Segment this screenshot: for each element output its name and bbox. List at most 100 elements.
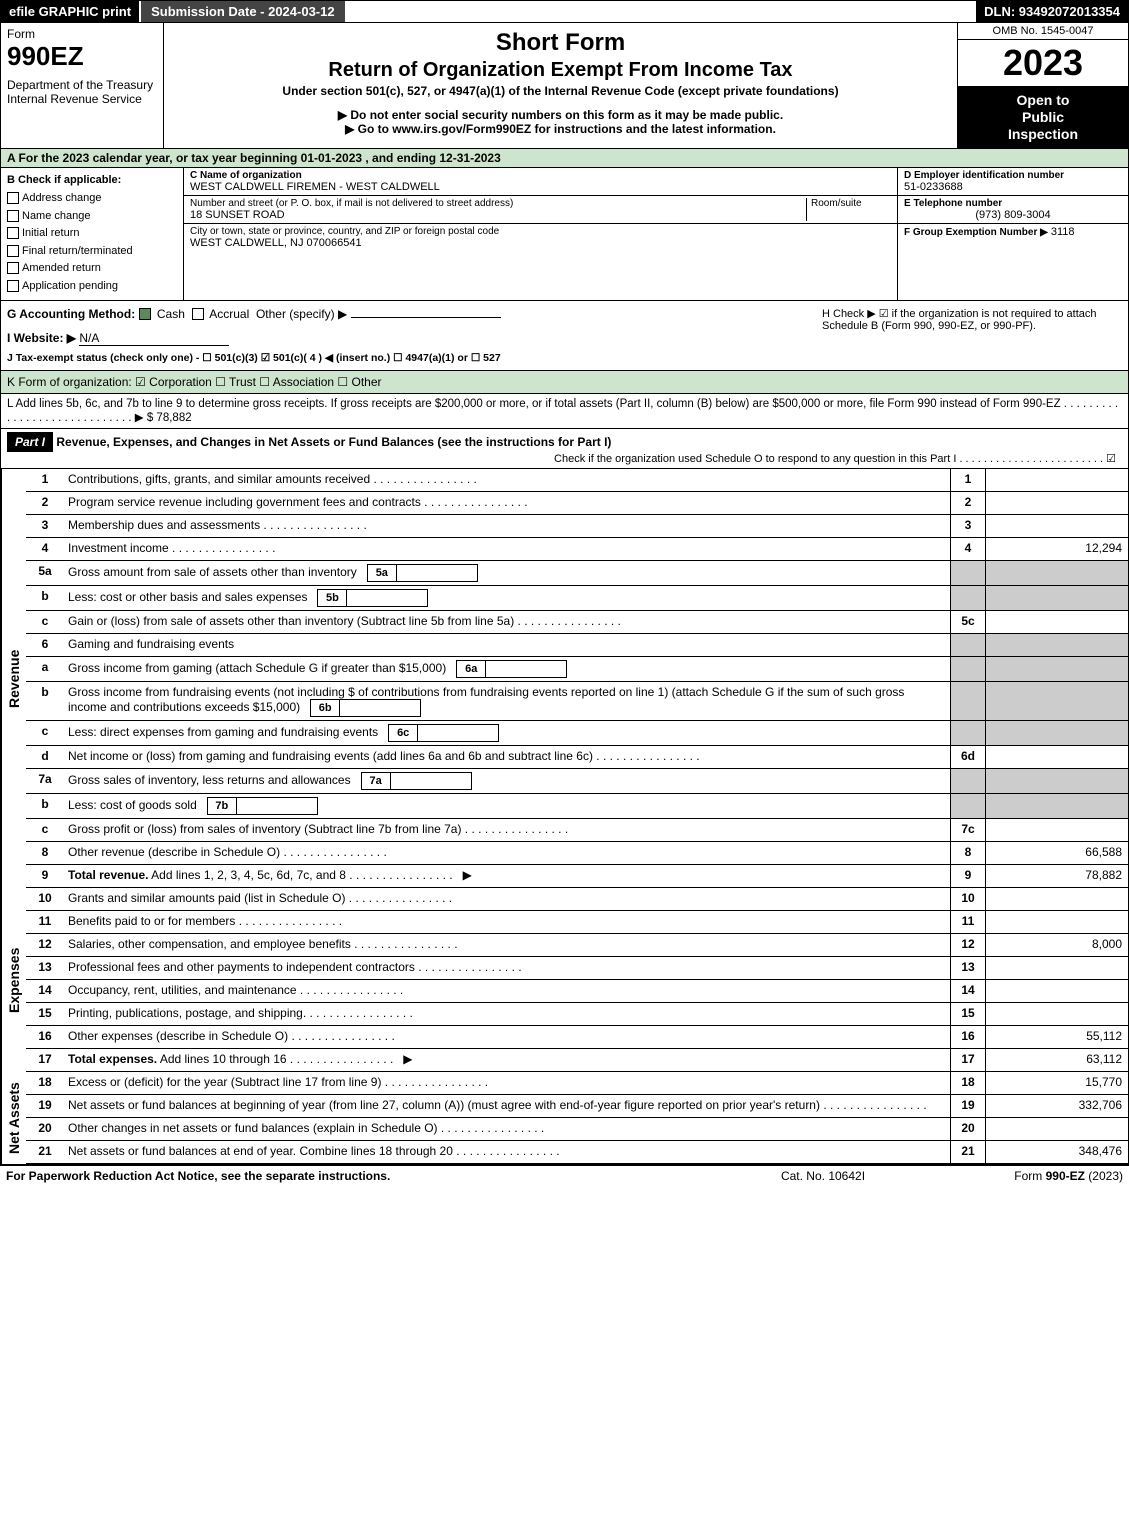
line-value — [985, 611, 1128, 633]
label-org-name: C Name of organization — [190, 170, 891, 181]
line-ref-box: 9 — [950, 865, 985, 887]
part-1-label: Part I — [7, 432, 53, 452]
row-ghij: G Accounting Method: Cash Accrual Other … — [0, 301, 1129, 371]
line-3: 3Membership dues and assessments . . . .… — [26, 515, 1128, 538]
check-cash[interactable] — [139, 308, 151, 320]
line-desc: Gross income from fundraising events (no… — [64, 682, 950, 720]
line-number: 1 — [26, 469, 64, 491]
line-desc: Benefits paid to or for members . . . . … — [64, 911, 950, 933]
line-desc: Less: cost or other basis and sales expe… — [64, 586, 950, 610]
line-value — [985, 769, 1128, 793]
line-number: 8 — [26, 842, 64, 864]
line-ref-box — [950, 634, 985, 656]
line-desc: Other revenue (describe in Schedule O) .… — [64, 842, 950, 864]
line-ref-box: 10 — [950, 888, 985, 910]
line-number: 21 — [26, 1141, 64, 1163]
line-8: 8Other revenue (describe in Schedule O) … — [26, 842, 1128, 865]
line-ref-box: 5c — [950, 611, 985, 633]
footer-form: Form 990-EZ (2023) — [923, 1169, 1123, 1183]
line-desc: Less: direct expenses from gaming and fu… — [64, 721, 950, 745]
check-accrual[interactable] — [192, 308, 204, 320]
line-value: 332,706 — [985, 1095, 1128, 1117]
open-to-public: Open to Public Inspection — [958, 86, 1128, 148]
phone-value: (973) 809-3004 — [904, 209, 1122, 221]
line-value: 15,770 — [985, 1072, 1128, 1094]
line-value: 55,112 — [985, 1026, 1128, 1048]
line-ref-box: 8 — [950, 842, 985, 864]
goto-link[interactable]: ▶ Go to www.irs.gov/Form990EZ for instru… — [168, 122, 953, 136]
line-9: 9Total revenue. Add lines 1, 2, 3, 4, 5c… — [26, 865, 1128, 888]
line-19: 19Net assets or fund balances at beginni… — [26, 1095, 1128, 1118]
column-b-checks: B Check if applicable: Address change Na… — [1, 168, 184, 299]
efile-print-button[interactable]: efile GRAPHIC print — [1, 1, 139, 22]
line-value — [985, 1118, 1128, 1140]
line-ref-box — [950, 561, 985, 585]
top-bar: efile GRAPHIC print Submission Date - 20… — [0, 0, 1129, 23]
line-desc: Grants and similar amounts paid (list in… — [64, 888, 950, 910]
label-phone: E Telephone number — [904, 198, 1122, 209]
line-number: 15 — [26, 1003, 64, 1025]
line-ref-box — [950, 586, 985, 610]
line-ref-box: 4 — [950, 538, 985, 560]
check-name-change[interactable] — [7, 210, 19, 222]
check-final[interactable] — [7, 245, 19, 257]
line-value — [985, 682, 1128, 720]
line-4: 4Investment income . . . . . . . . . . .… — [26, 538, 1128, 561]
section-a-period: A For the 2023 calendar year, or tax yea… — [0, 149, 1129, 168]
check-initial[interactable] — [7, 227, 19, 239]
line-16: 16Other expenses (describe in Schedule O… — [26, 1026, 1128, 1049]
line-desc: Other changes in net assets or fund bala… — [64, 1118, 950, 1140]
line-ref-box — [950, 657, 985, 681]
line-ref-box: 14 — [950, 980, 985, 1002]
h-check: H Check ▶ ☑ if the organization is not r… — [812, 307, 1122, 364]
col-b-title: B Check if applicable: — [7, 172, 177, 190]
line-desc: Other expenses (describe in Schedule O) … — [64, 1026, 950, 1048]
line-number: 7a — [26, 769, 64, 793]
line-value — [985, 888, 1128, 910]
department: Department of the Treasury Internal Reve… — [7, 78, 157, 106]
line-15: 15Printing, publications, postage, and s… — [26, 1003, 1128, 1026]
line-number: 3 — [26, 515, 64, 537]
line-value: 8,000 — [985, 934, 1128, 956]
line-number: 18 — [26, 1072, 64, 1094]
g-label: G Accounting Method: — [7, 307, 135, 321]
under-section: Under section 501(c), 527, or 4947(a)(1)… — [168, 84, 953, 98]
line-7a: 7aGross sales of inventory, less returns… — [26, 769, 1128, 794]
omb-number: OMB No. 1545-0047 — [958, 23, 1128, 40]
part-1-header: Part I Revenue, Expenses, and Changes in… — [0, 429, 1129, 469]
line-ref-box: 3 — [950, 515, 985, 537]
line-desc: Gross profit or (loss) from sales of inv… — [64, 819, 950, 841]
line-number: 10 — [26, 888, 64, 910]
line-value: 78,882 — [985, 865, 1128, 887]
line-ref-box: 17 — [950, 1049, 985, 1071]
page-footer: For Paperwork Reduction Act Notice, see … — [0, 1165, 1129, 1186]
line-value — [985, 911, 1128, 933]
line-number: d — [26, 746, 64, 768]
i-label: I Website: ▶ — [7, 331, 76, 345]
form-number: 990EZ — [7, 41, 157, 72]
check-address-change[interactable] — [7, 192, 19, 204]
row-k: K Form of organization: ☑ Corporation ☐ … — [0, 371, 1129, 394]
side-expenses: Expenses — [1, 888, 26, 1072]
column-c-org: C Name of organization WEST CALDWELL FIR… — [184, 168, 898, 299]
line-value: 66,588 — [985, 842, 1128, 864]
header-left: Form 990EZ Department of the Treasury In… — [1, 23, 164, 148]
line-12: 12Salaries, other compensation, and empl… — [26, 934, 1128, 957]
line-number: 6 — [26, 634, 64, 656]
line-ref-box: 2 — [950, 492, 985, 514]
line-desc: Total revenue. Add lines 1, 2, 3, 4, 5c,… — [64, 865, 950, 887]
submission-date: Submission Date - 2024-03-12 — [139, 1, 345, 22]
line-18: 18Excess or (deficit) for the year (Subt… — [26, 1072, 1128, 1095]
check-amended[interactable] — [7, 262, 19, 274]
line-value — [985, 634, 1128, 656]
line-desc: Net assets or fund balances at beginning… — [64, 1095, 950, 1117]
website-value: N/A — [79, 331, 229, 346]
line-ref-box — [950, 721, 985, 745]
line-number: c — [26, 819, 64, 841]
line-14: 14Occupancy, rent, utilities, and mainte… — [26, 980, 1128, 1003]
line-desc: Gaming and fundraising events — [64, 634, 950, 656]
check-pending[interactable] — [7, 280, 19, 292]
line-value — [985, 980, 1128, 1002]
line-21: 21Net assets or fund balances at end of … — [26, 1141, 1128, 1164]
line-20: 20Other changes in net assets or fund ba… — [26, 1118, 1128, 1141]
